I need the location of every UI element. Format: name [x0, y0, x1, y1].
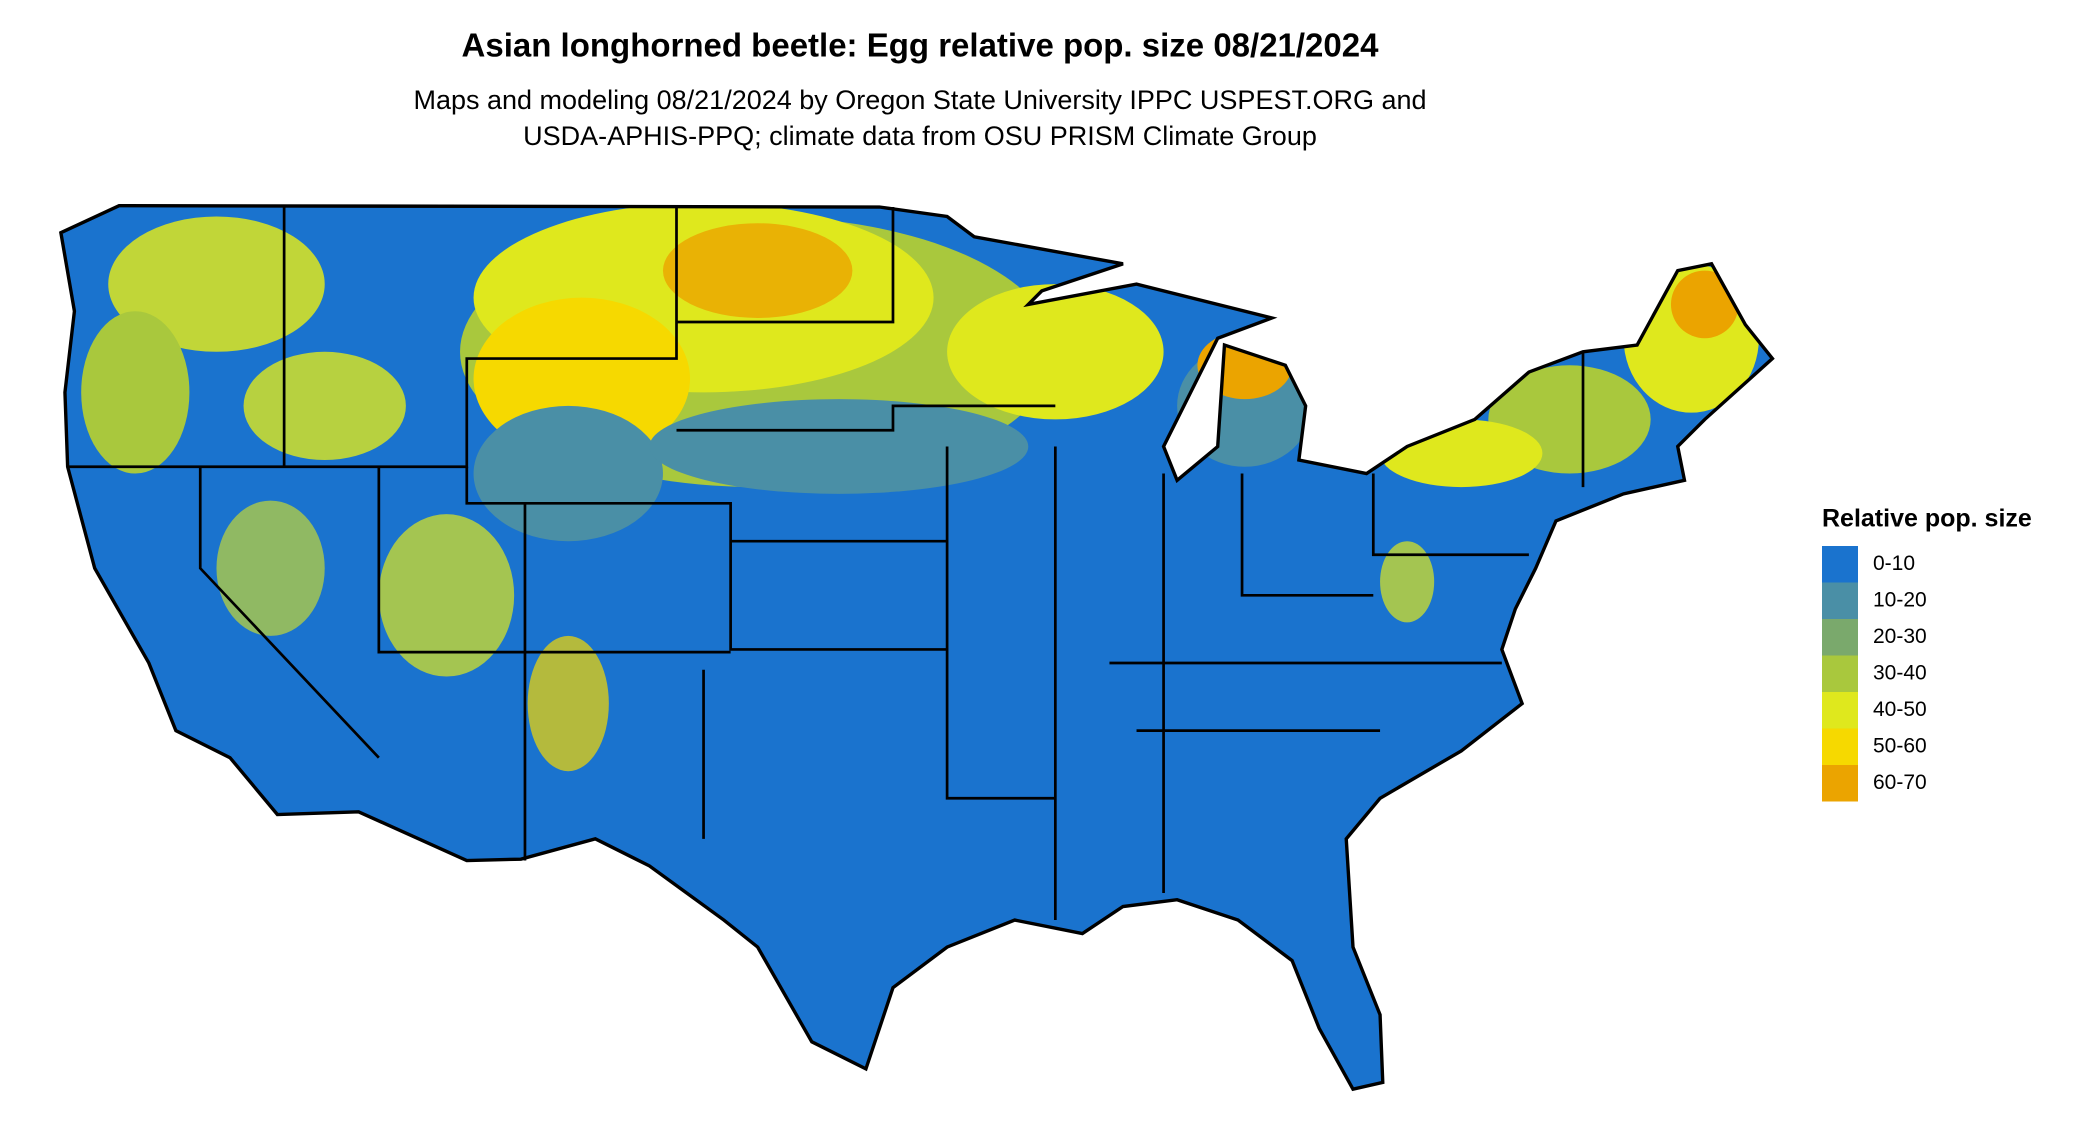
us-outline [58, 203, 1775, 1092]
legend-label: 20-30 [1873, 625, 1927, 648]
legend-label: 30-40 [1873, 661, 1927, 684]
legend-title: Relative pop. size [1822, 505, 2032, 533]
legend-swatch [1822, 582, 1858, 619]
legend-swatch [1822, 728, 1858, 765]
legend-label: 10-20 [1873, 588, 1927, 611]
legend-swatch [1822, 765, 1858, 802]
map-fill [60, 205, 1773, 1090]
title: Asian longhorned beetle: Egg relative po… [462, 27, 1380, 64]
legend-swatch [1822, 619, 1858, 656]
legend-swatch [1822, 546, 1858, 583]
legend-label: 0-10 [1873, 552, 1915, 575]
legend-swatch [1822, 692, 1858, 729]
subtitle: USDA-APHIS-PPQ; climate data from OSU PR… [523, 121, 1317, 151]
subtitle: Maps and modeling 08/21/2024 by Oregon S… [413, 85, 1426, 115]
legend-label: 50-60 [1873, 734, 1927, 757]
map [58, 203, 1775, 1092]
legend-label: 60-70 [1873, 771, 1927, 794]
legend-swatch [1822, 655, 1858, 692]
legend-label: 40-50 [1873, 698, 1927, 721]
legend: 0-10 10-20 20-30 30-40 40-50 50-60 60-70 [1822, 546, 1927, 802]
state-borders [67, 207, 1585, 921]
